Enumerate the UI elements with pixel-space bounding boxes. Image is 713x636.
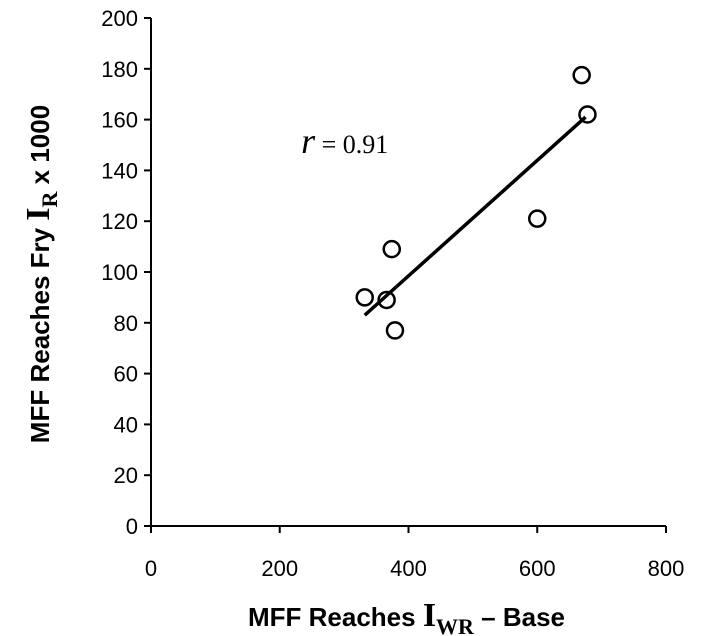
y-tick-label: 140 xyxy=(101,158,138,183)
data-point xyxy=(355,288,374,307)
data-points xyxy=(355,65,597,340)
y-tick-label: 200 xyxy=(101,6,138,31)
y-axis-title-symbol: I xyxy=(20,207,57,220)
x-tick-label: 800 xyxy=(648,556,685,581)
trendline xyxy=(363,115,587,317)
x-tick-label: 400 xyxy=(390,556,427,581)
correlation-annotation: r = 0.91 xyxy=(301,121,388,161)
x-tick-label: 0 xyxy=(145,556,157,581)
y-tick-label: 160 xyxy=(101,108,138,133)
y-tick-label: 0 xyxy=(126,514,138,539)
y-axis-title-subscript: R xyxy=(37,190,62,207)
y-tick-label: 40 xyxy=(114,412,138,437)
y-axis-ticks: 0 20 40 60 80 100 120 140 160 180 200 xyxy=(101,6,151,539)
x-axis-ticks: 0 200 400 600 800 xyxy=(145,526,684,581)
y-axis-title: MFF Reaches Fry IR x 1000 xyxy=(20,105,62,443)
data-point xyxy=(572,65,591,85)
data-point xyxy=(385,321,405,340)
x-axis-title-suffix: – Base xyxy=(474,602,565,632)
x-axis-title-subscript: WR xyxy=(436,614,475,636)
y-tick-label: 180 xyxy=(101,57,138,82)
y-axis-title-suffix: x 1000 xyxy=(25,105,55,192)
y-axis-title-prefix: MFF Reaches Fry xyxy=(25,221,55,444)
y-tick-label: 100 xyxy=(101,260,138,285)
data-point xyxy=(528,209,547,228)
x-tick-label: 200 xyxy=(261,556,298,581)
trendline-group xyxy=(363,115,587,317)
data-point xyxy=(578,105,597,124)
y-tick-label: 60 xyxy=(114,362,138,387)
axes xyxy=(150,18,666,527)
y-tick-label: 80 xyxy=(114,311,138,336)
y-tick-label: 20 xyxy=(114,463,138,488)
y-tick-label: 120 xyxy=(101,209,138,234)
correlation-value: = 0.91 xyxy=(315,130,388,159)
data-point xyxy=(382,239,402,259)
x-axis-title-prefix: MFF Reaches xyxy=(248,602,423,632)
correlation-symbol: r xyxy=(301,121,316,161)
x-axis-title: MFF Reaches IWR – Base xyxy=(248,597,565,636)
x-axis-title-symbol: I xyxy=(423,597,436,634)
data-point xyxy=(377,290,396,310)
x-tick-label: 600 xyxy=(519,556,556,581)
